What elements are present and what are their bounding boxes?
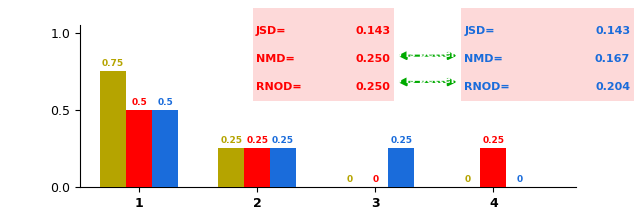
Text: 0: 0	[372, 175, 378, 184]
FancyBboxPatch shape	[253, 8, 394, 101]
FancyBboxPatch shape	[461, 8, 634, 101]
Bar	[270, 148, 296, 187]
Bar	[218, 148, 244, 187]
Text: NMD=: NMD=	[255, 54, 294, 64]
Text: 0.75: 0.75	[102, 59, 124, 68]
Text: 0.25: 0.25	[390, 136, 412, 145]
Text: 0: 0	[464, 175, 470, 184]
Text: JSD=: JSD=	[255, 26, 286, 37]
Text: 0: 0	[516, 175, 522, 184]
Text: B is better!: B is better!	[394, 75, 460, 85]
Text: 0.25: 0.25	[272, 136, 294, 145]
Bar	[388, 148, 414, 187]
Bar	[126, 110, 152, 187]
Bar	[244, 148, 270, 187]
Text: 0.143: 0.143	[356, 26, 391, 37]
Text: RNOD=: RNOD=	[464, 82, 510, 92]
Bar	[152, 110, 178, 187]
Text: 0.250: 0.250	[356, 54, 391, 64]
Text: JSD=: JSD=	[464, 26, 495, 37]
Bar	[100, 71, 126, 187]
Text: NMD=: NMD=	[464, 54, 503, 64]
Text: 0.167: 0.167	[595, 54, 630, 64]
Text: RNOD=: RNOD=	[255, 82, 301, 92]
Text: 0.25: 0.25	[246, 136, 268, 145]
Text: B is better!: B is better!	[394, 49, 460, 59]
Text: 0.25: 0.25	[483, 136, 504, 145]
Text: 0.204: 0.204	[595, 82, 630, 92]
Text: 0.25: 0.25	[220, 136, 242, 145]
Text: 0.5: 0.5	[157, 98, 173, 107]
Text: 0.250: 0.250	[356, 82, 391, 92]
Bar	[481, 148, 506, 187]
Text: 0.143: 0.143	[595, 26, 630, 37]
Text: 0: 0	[346, 175, 352, 184]
Text: 0.5: 0.5	[131, 98, 147, 107]
